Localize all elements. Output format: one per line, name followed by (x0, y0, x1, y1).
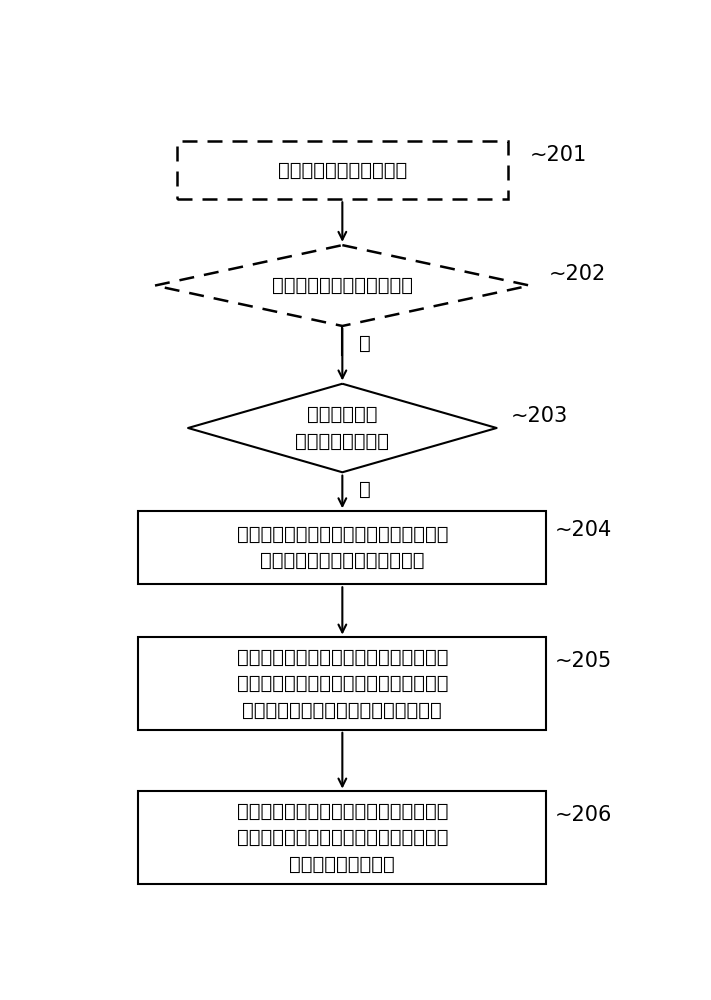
Text: 获得与用户设备最近一次发送的位置信息
及发送该位置信息标的第一时刻: 获得与用户设备最近一次发送的位置信息 及发送该位置信息标的第一时刻 (237, 525, 448, 570)
Bar (139, 791, 546, 884)
Polygon shape (155, 245, 530, 326)
Text: 确定用户设备
是否通过信号盲区: 确定用户设备 是否通过信号盲区 (295, 405, 390, 451)
Bar (139, 511, 546, 584)
Text: ~202: ~202 (549, 264, 606, 284)
Text: ~206: ~206 (555, 805, 612, 825)
Text: ~205: ~205 (555, 651, 611, 671)
Bar (177, 141, 508, 199)
Text: ~203: ~203 (510, 406, 567, 426)
Text: 否: 否 (359, 334, 370, 353)
Text: ~201: ~201 (530, 145, 587, 165)
Text: 查询用户设备的实时位置: 查询用户设备的实时位置 (278, 161, 407, 180)
Text: ~204: ~204 (555, 520, 611, 540)
Text: 是: 是 (359, 480, 370, 499)
Text: 将第一时刻至当前时刻的间隔时长和用户
设备在通过信号盲区时的运动速度相乘，
得到用户设备通过信号盲区的运动距离: 将第一时刻至当前时刻的间隔时长和用户 设备在通过信号盲区时的运动速度相乘， 得到… (237, 648, 448, 720)
Bar (139, 637, 546, 730)
Text: 从位置信息对应的位置沿着用户设备的运
动方向向前延伸所述运动距离，得到用户
设备所在的当前位置: 从位置信息对应的位置沿着用户设备的运 动方向向前延伸所述运动距离，得到用户 设备… (237, 802, 448, 874)
Text: 是否成功查询到有效位置？: 是否成功查询到有效位置？ (272, 276, 413, 295)
Polygon shape (188, 384, 496, 472)
